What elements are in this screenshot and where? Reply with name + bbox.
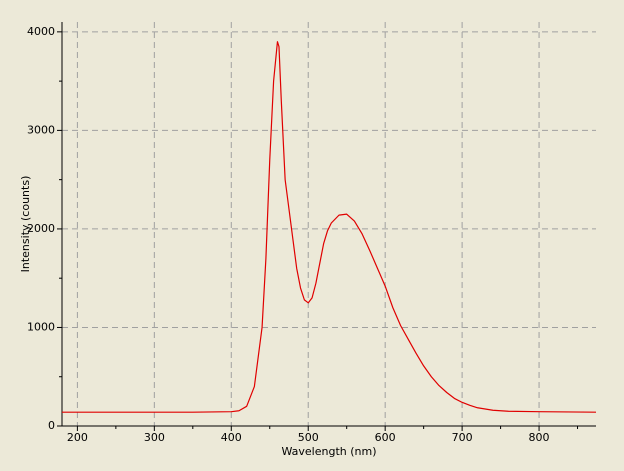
y-tick-label: 3000 [27,123,55,136]
x-axis-label: Wavelength (nm) [281,445,376,458]
x-tick-label: 600 [375,431,396,444]
y-tick-label: 1000 [27,320,55,333]
x-tick-label: 200 [67,431,88,444]
y-axis-label: Intensity (counts) [19,176,32,273]
x-tick-label: 400 [221,431,242,444]
x-tick-label: 300 [144,431,165,444]
y-tick-label: 0 [48,419,55,432]
x-tick-label: 500 [298,431,319,444]
y-tick-label: 2000 [27,222,55,235]
series-line [62,41,597,413]
y-tick-label: 4000 [27,25,55,38]
x-tick-label: 700 [452,431,473,444]
x-tick-label: 800 [529,431,550,444]
